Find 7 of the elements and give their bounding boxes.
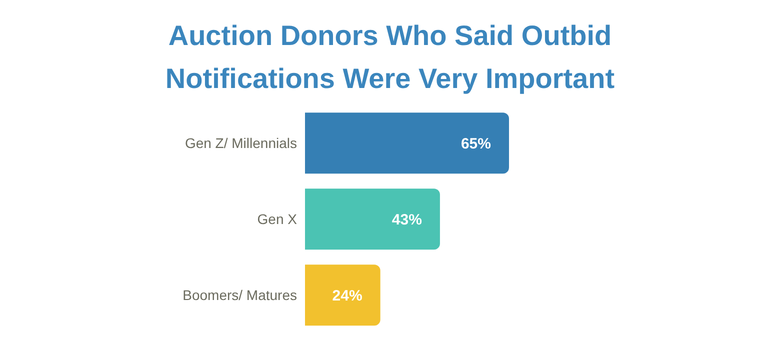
data-label: 24% <box>332 287 362 304</box>
y-tick-label: Boomers/ Matures <box>182 286 297 303</box>
y-tick-label: Gen X <box>257 210 298 227</box>
data-label: 65% <box>460 135 491 152</box>
chart-title: Auction Donors Who Said Outbid Notifications Were Very Important <box>164 18 616 96</box>
y-tick-label: Gen Z/ Millennials <box>184 134 297 151</box>
data-label: 43% <box>392 211 422 228</box>
